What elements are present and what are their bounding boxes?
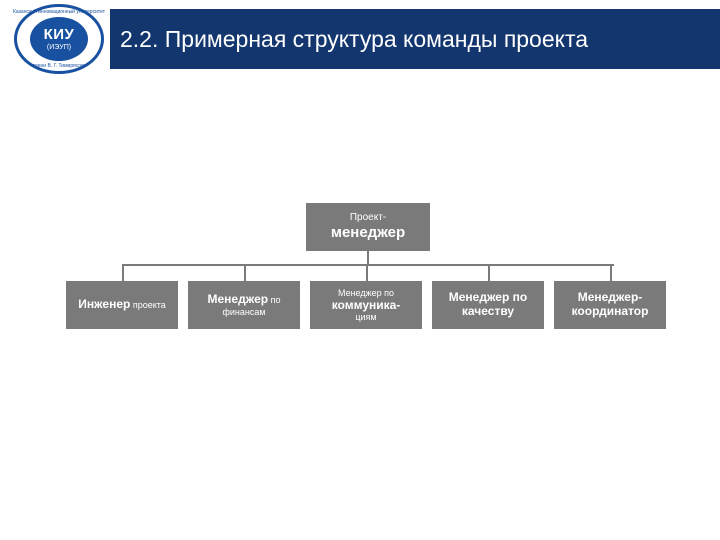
connector-drop — [610, 264, 612, 281]
logo-wrap: Казанский инновационный университет КИУ … — [8, 0, 110, 78]
org-child-node: Менеджер-координатор — [554, 281, 666, 329]
logo-ring-bottom: имени В. Г. Тимирясова — [32, 63, 87, 69]
logo-sub: (ИЭУП) — [47, 44, 71, 51]
connector-root-vertical — [367, 251, 369, 264]
logo: Казанский инновационный университет КИУ … — [14, 4, 104, 74]
child-label-2: качеству — [462, 305, 514, 319]
org-child-node: Менеджер покоммуника-циям — [310, 281, 422, 329]
logo-inner: КИУ (ИЭУП) — [30, 17, 88, 61]
root-line2: менеджер — [331, 224, 405, 242]
child-label: Менеджер по — [449, 291, 527, 305]
root-line1: Проект- — [350, 212, 386, 224]
child-label: Менеджер- — [578, 291, 643, 305]
org-child-node: Инженер проекта — [66, 281, 178, 329]
connector-drop — [244, 264, 246, 281]
org-child-node: Менеджер покачеству — [432, 281, 544, 329]
org-child-node: Менеджер пофинансам — [188, 281, 300, 329]
child-label-2: финансам — [222, 307, 265, 317]
connector-drop — [122, 264, 124, 281]
page-title: 2.2. Примерная структура команды проекта — [120, 26, 588, 53]
child-label: Менеджер по — [338, 288, 394, 298]
child-label-2: коммуника- — [332, 298, 401, 312]
connector-drop — [366, 264, 368, 281]
child-label: Инженер проекта — [78, 298, 166, 312]
child-label-3: циям — [355, 312, 376, 322]
org-root-node: Проект- менеджер — [306, 203, 430, 251]
child-label-2: координатор — [572, 305, 649, 319]
connector-horizontal — [122, 264, 614, 266]
logo-ring-top: Казанский инновационный университет — [13, 9, 105, 15]
org-children-row: Инженер проектаМенеджер пофинансамМенедж… — [66, 281, 666, 329]
connector-drop — [488, 264, 490, 281]
logo-main: КИУ — [44, 27, 75, 42]
header: Казанский инновационный университет КИУ … — [0, 0, 720, 78]
child-label: Менеджер по — [208, 293, 281, 307]
title-bar: 2.2. Примерная структура команды проекта — [110, 9, 720, 69]
